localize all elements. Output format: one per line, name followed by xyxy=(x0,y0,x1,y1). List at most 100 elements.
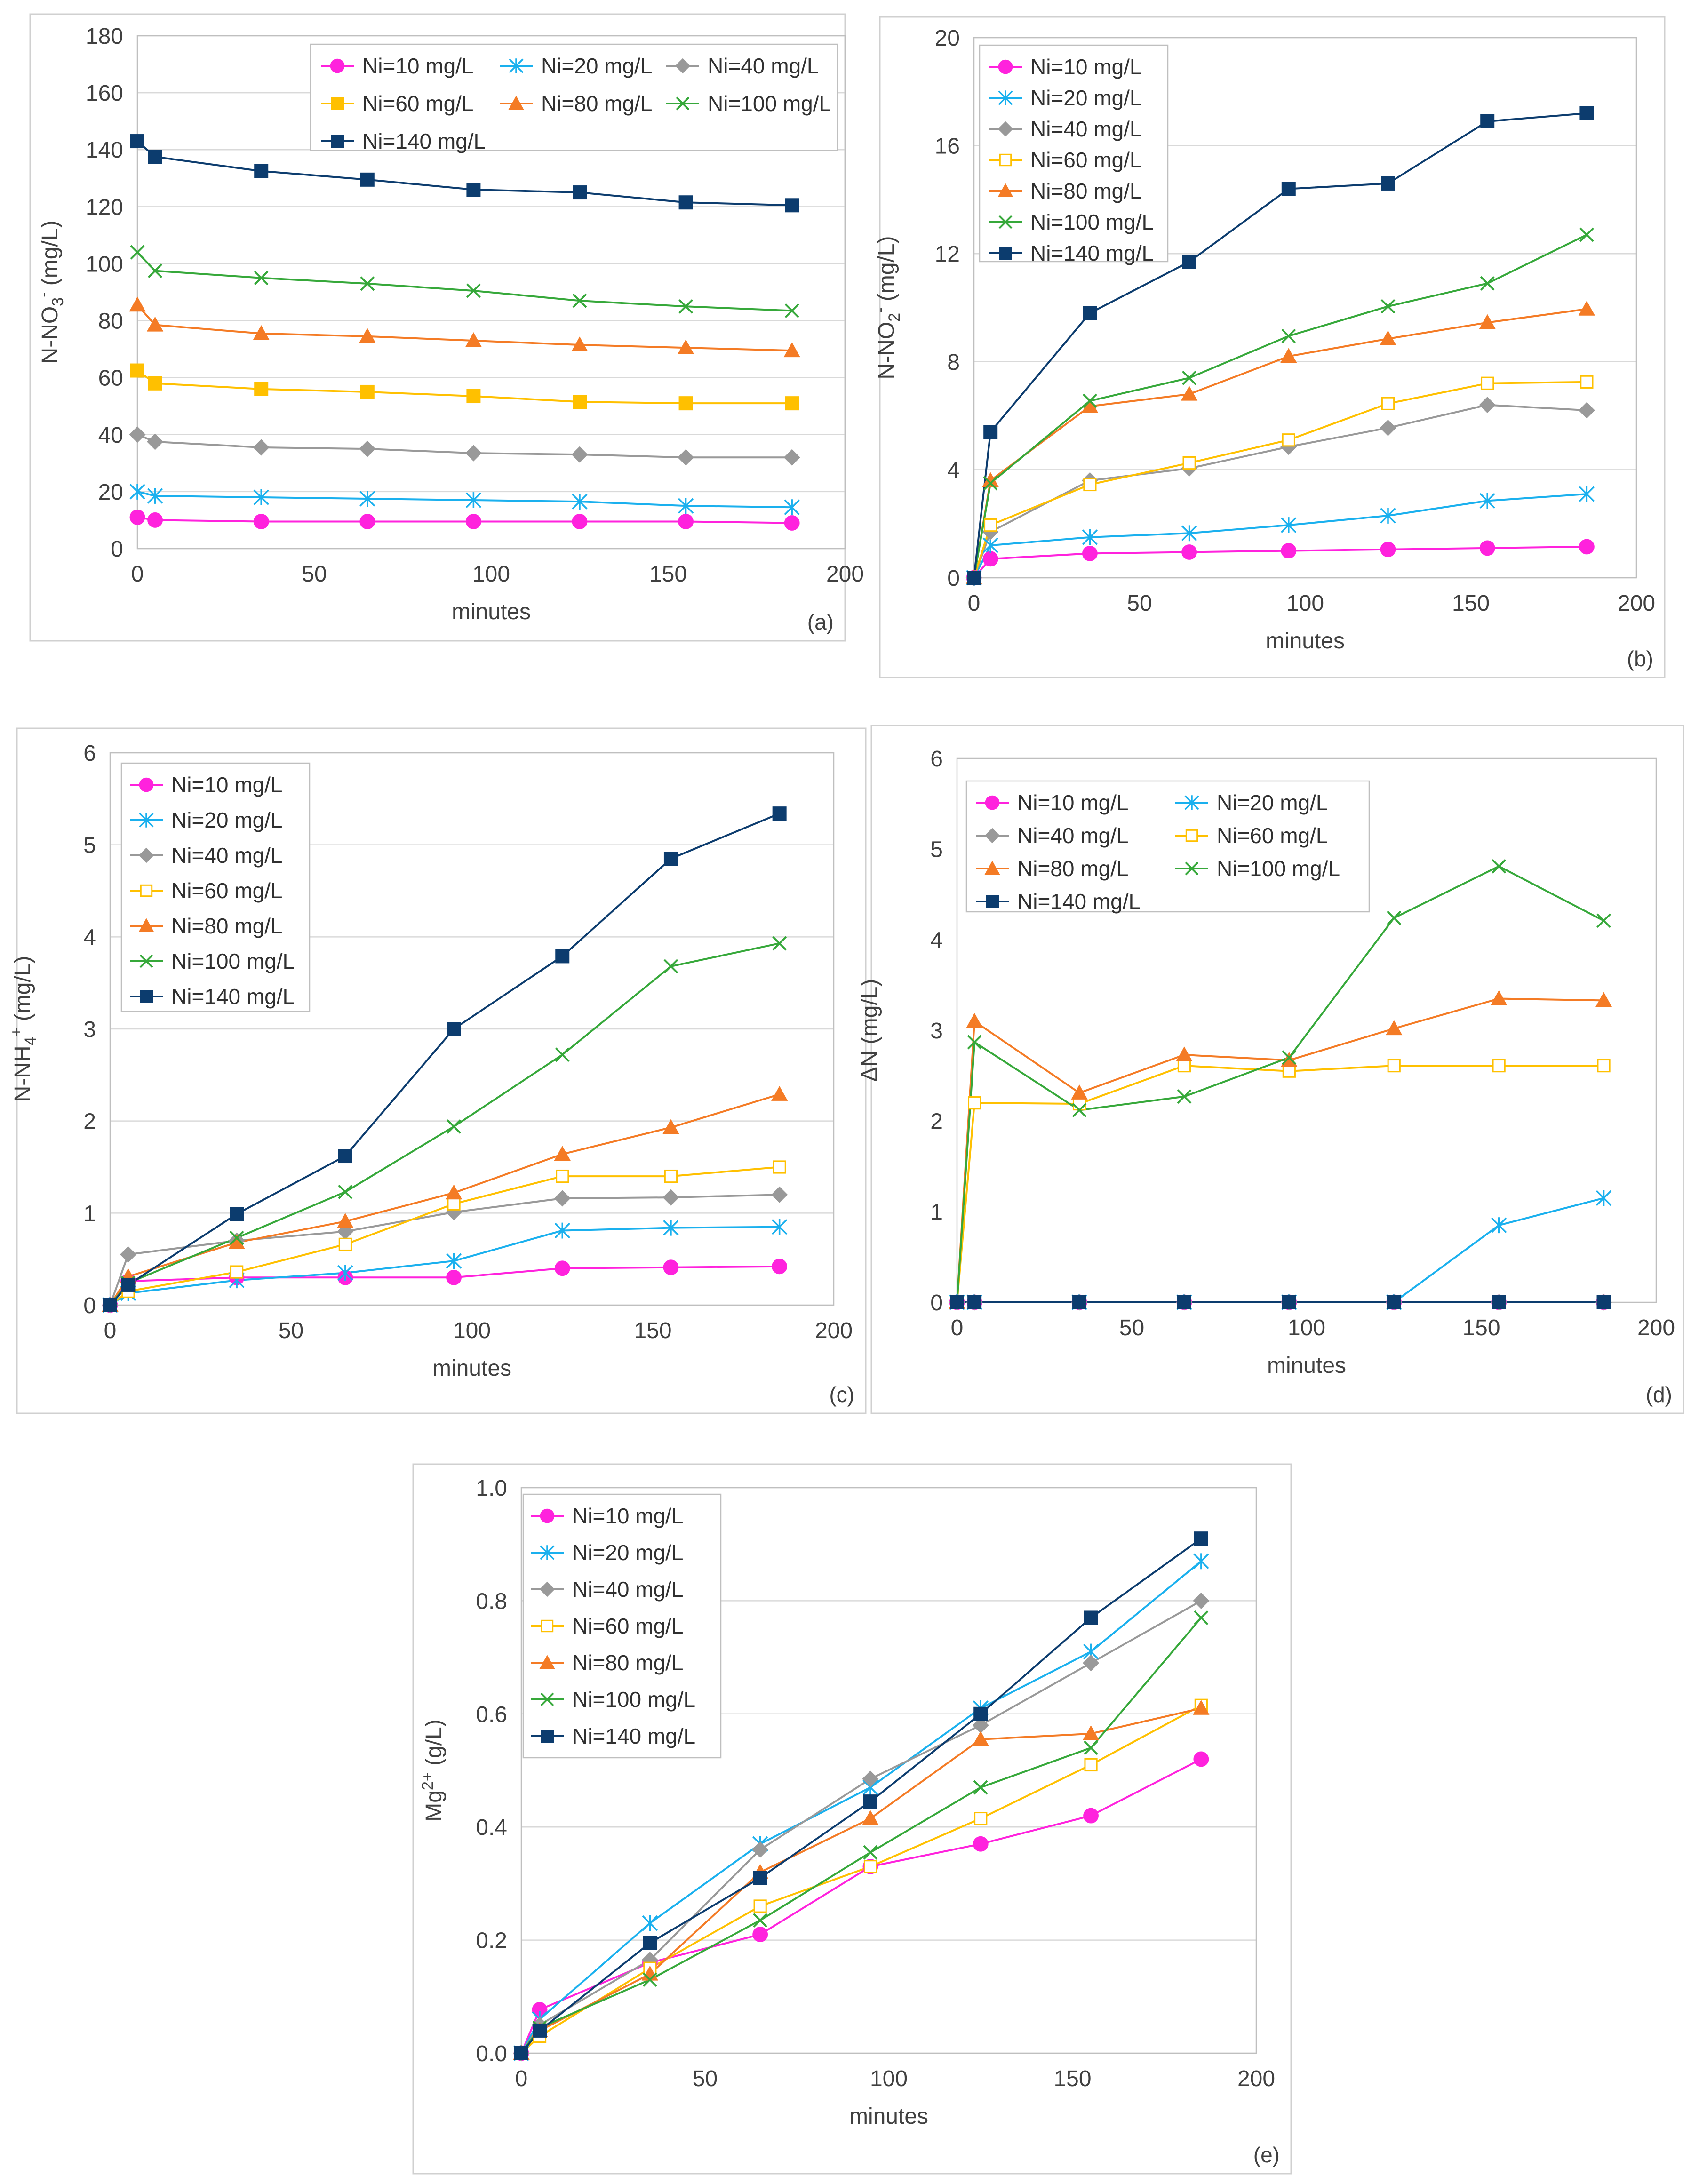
data-point xyxy=(1481,376,1494,390)
y-tick-label: 100 xyxy=(86,252,123,277)
legend-marker xyxy=(541,1730,554,1743)
panel-label: (e) xyxy=(1253,2143,1280,2167)
data-point xyxy=(1177,1059,1191,1073)
data-point xyxy=(130,134,144,149)
legend-marker xyxy=(1185,829,1198,842)
legend-marker xyxy=(140,990,153,1003)
data-point xyxy=(974,1812,988,1825)
data-point xyxy=(129,483,145,500)
legend-marker xyxy=(984,828,1000,844)
legend-marker xyxy=(540,1508,555,1523)
data-point xyxy=(254,382,269,396)
series-line xyxy=(520,1758,1202,2054)
data-point xyxy=(229,1230,244,1245)
legend-marker xyxy=(138,847,154,863)
data-point xyxy=(572,494,588,510)
data-point xyxy=(103,1298,117,1312)
data-point xyxy=(359,328,376,343)
legend-entry-label: Ni=100 mg/L xyxy=(572,1687,695,1712)
data-point xyxy=(753,1871,767,1885)
x-tick-label: 150 xyxy=(1462,1315,1500,1340)
y-tick-label: 12 xyxy=(935,242,960,267)
y-tick-label: 0.8 xyxy=(476,1589,507,1614)
legend-entry-label: Ni=80 mg/L xyxy=(541,91,653,116)
data-point xyxy=(1182,370,1197,385)
legend-entry-label: Ni=10 mg/L xyxy=(1017,790,1129,815)
data-point xyxy=(446,1269,462,1285)
data-point xyxy=(642,1972,657,1987)
legend-marker xyxy=(1185,861,1199,876)
y-tick-label: 180 xyxy=(86,24,123,49)
y-axis-label: N-NO3- (mg/L) xyxy=(35,221,67,364)
y-tick-label: 0 xyxy=(111,537,123,562)
legend-entry-label: Ni=20 mg/L xyxy=(1217,790,1328,815)
x-tick-label: 0 xyxy=(515,2066,528,2091)
data-point xyxy=(771,1086,788,1101)
data-point xyxy=(121,1277,136,1292)
legend-marker xyxy=(539,1581,555,1597)
x-axis-label: minutes xyxy=(1266,629,1345,654)
x-tick-label: 50 xyxy=(693,2066,718,2091)
legend-box xyxy=(120,762,311,1012)
legend-entry-label: Ni=140 mg/L xyxy=(572,1724,695,1748)
data-point xyxy=(573,395,587,409)
data-point xyxy=(1072,1103,1087,1117)
data-point xyxy=(571,336,588,351)
data-point xyxy=(1083,478,1097,492)
legend-marker xyxy=(675,58,691,74)
data-point xyxy=(663,852,678,866)
y-tick-label: 4 xyxy=(930,928,943,953)
y-axis-label: Mg2+ (g/L) xyxy=(419,1719,447,1821)
data-point xyxy=(1082,393,1097,408)
y-tick-label: 5 xyxy=(930,837,943,862)
data-point xyxy=(1387,1059,1401,1073)
data-point xyxy=(773,1160,786,1174)
legend-marker xyxy=(998,215,1013,229)
series-line xyxy=(109,813,780,1306)
series-line xyxy=(973,308,1587,578)
data-point xyxy=(973,1780,988,1795)
data-point xyxy=(129,426,146,443)
data-point xyxy=(253,325,270,340)
data-point xyxy=(1580,375,1594,389)
data-point xyxy=(772,806,787,821)
data-point xyxy=(1386,1020,1403,1036)
legend-entry-label: Ni=10 mg/L xyxy=(572,1504,684,1528)
data-point xyxy=(1282,1295,1296,1309)
x-tick-label: 200 xyxy=(1637,1315,1675,1340)
series-line xyxy=(973,234,1587,578)
y-tick-label: 16 xyxy=(935,134,960,159)
x-tick-label: 150 xyxy=(649,562,687,587)
legend-marker xyxy=(138,918,154,932)
data-point xyxy=(643,1936,657,1950)
data-point xyxy=(862,1770,879,1787)
legend-entry-label: Ni=60 mg/L xyxy=(362,91,474,116)
y-tick-label: 3 xyxy=(83,1017,96,1042)
data-point xyxy=(146,316,164,332)
legend-entry-label: Ni=60 mg/L xyxy=(1030,148,1142,172)
data-point xyxy=(447,1197,461,1211)
data-point xyxy=(514,2046,528,2060)
data-point xyxy=(130,363,144,378)
x-tick-label: 200 xyxy=(815,1318,853,1343)
data-point xyxy=(983,476,998,491)
y-tick-label: 1.0 xyxy=(476,1476,507,1501)
data-point xyxy=(1479,540,1495,556)
data-point xyxy=(966,1012,983,1028)
data-point xyxy=(1380,330,1396,345)
legend-marker xyxy=(984,861,1000,875)
data-point xyxy=(129,296,146,312)
legend-entry-label: Ni=80 mg/L xyxy=(171,914,283,938)
data-point xyxy=(360,384,375,399)
x-tick-label: 0 xyxy=(968,591,981,616)
data-point xyxy=(950,1295,964,1309)
series-line xyxy=(109,1194,780,1306)
data-point xyxy=(1491,990,1508,1005)
legend-marker xyxy=(540,1692,554,1706)
data-point xyxy=(554,1222,570,1239)
data-point xyxy=(253,439,270,456)
data-point xyxy=(120,1246,136,1263)
y-tick-label: 1 xyxy=(83,1201,96,1226)
data-point xyxy=(571,446,588,463)
